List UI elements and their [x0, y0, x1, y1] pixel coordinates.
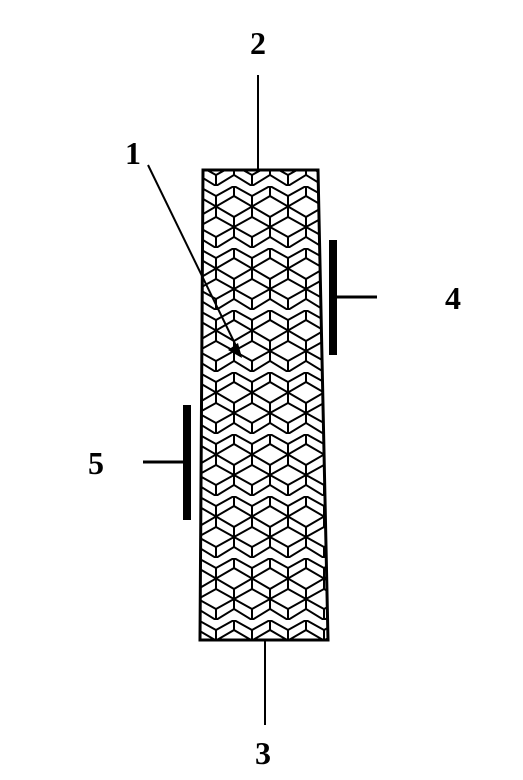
left-electrode — [143, 405, 191, 520]
label-3: 3 — [255, 735, 271, 772]
honeycomb-tube — [190, 160, 340, 650]
label-5: 5 — [88, 445, 104, 482]
label-2: 2 — [250, 25, 266, 62]
label-1: 1 — [125, 135, 141, 172]
right-electrode — [329, 240, 377, 355]
label-4: 4 — [445, 280, 461, 317]
schematic-diagram — [0, 0, 523, 780]
